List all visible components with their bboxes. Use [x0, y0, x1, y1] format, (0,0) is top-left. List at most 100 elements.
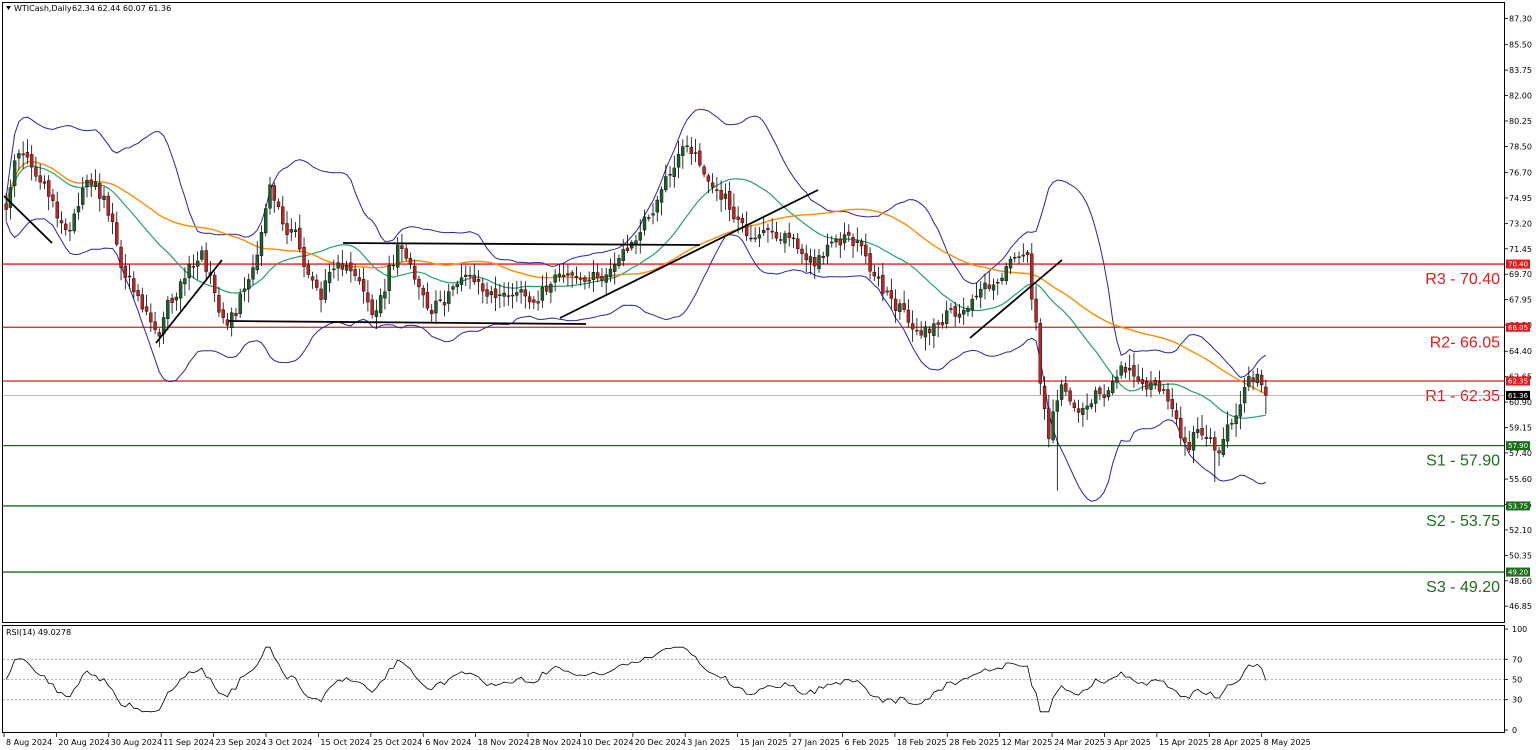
candle-body [1255, 373, 1260, 384]
candle-body [838, 238, 842, 246]
price-tag-bg [1506, 441, 1530, 451]
candle-body [357, 277, 362, 282]
trendline [559, 189, 819, 319]
time-tick-label: 18 Nov 2024 [478, 738, 529, 747]
candle-body [1076, 408, 1081, 413]
candle-body [1264, 386, 1268, 396]
candle-body [808, 256, 813, 263]
candle-body [761, 229, 766, 234]
candle-body [442, 302, 447, 306]
candle-body [115, 222, 119, 245]
candle-body [46, 180, 51, 197]
candle-body [817, 255, 821, 269]
candle-body [421, 287, 425, 296]
candle-body [408, 257, 413, 265]
candle-body [770, 230, 774, 233]
time-tick-label: 10 Dec 2024 [582, 738, 633, 747]
candle-body [144, 306, 149, 312]
candle-body [285, 223, 289, 235]
time-tick-label: 28 Apr 2025 [1211, 738, 1260, 747]
candle-body [255, 254, 259, 271]
candle-body [1047, 408, 1051, 439]
candle-body [723, 193, 728, 199]
price-panel-frame [2, 2, 1505, 623]
candle-body [298, 227, 302, 250]
candle-body [153, 321, 157, 331]
time-tick-label: 8 May 2025 [1264, 738, 1311, 747]
time-tick-label: 12 Mar 2025 [1002, 738, 1053, 747]
candle-body [383, 291, 387, 299]
candle-body [1021, 254, 1025, 257]
candle-body [327, 271, 332, 284]
level-label-r1: R1 - 62.35 [1425, 388, 1500, 405]
candle-body [813, 257, 817, 267]
price-tick-label: 57.40 [1509, 449, 1532, 458]
candle-body [276, 201, 281, 207]
candle-body [957, 313, 962, 318]
candle-body [1230, 423, 1234, 425]
candle-body [1102, 394, 1106, 399]
candle-body [549, 283, 553, 293]
candle-body [119, 246, 123, 268]
candle-body [1025, 252, 1030, 256]
rsi-tick-label: 70 [1512, 655, 1522, 664]
candle-body [110, 213, 115, 222]
candle-body [749, 237, 753, 240]
candle-body [166, 299, 170, 319]
candle-body [1200, 427, 1204, 436]
candle-body [536, 301, 540, 304]
candle-body [98, 183, 102, 199]
rsi-panel-frame [2, 625, 1505, 733]
price-tick-label: 82.00 [1509, 92, 1532, 101]
candle-body [366, 292, 370, 303]
candle-body [336, 262, 340, 269]
candle-body [29, 154, 34, 168]
candle-body [1085, 405, 1089, 410]
candle-body [825, 244, 830, 257]
candle-body [962, 309, 966, 315]
trendlines[interactable] [3, 189, 1063, 344]
candle-body [1217, 450, 1221, 454]
candle-body [1038, 323, 1042, 384]
level-label-s1: S1 - 57.90 [1426, 453, 1500, 470]
price-tick-label: 60.90 [1509, 398, 1532, 407]
candle-body [89, 179, 93, 186]
candle-body [587, 279, 591, 282]
collapse-triangle-icon[interactable] [6, 6, 11, 10]
time-tick-label: 3 Jan 2025 [687, 738, 730, 747]
price-tick-label: 71.45 [1509, 245, 1532, 254]
candle-body [187, 264, 191, 279]
symbol-label: WTICash,Daily [14, 4, 72, 13]
candle-body [685, 145, 689, 147]
candle-body [523, 289, 528, 297]
candle-body [498, 294, 502, 296]
candle-body [447, 291, 451, 304]
candle-body [1030, 253, 1034, 300]
time-tick-label: 6 Nov 2024 [425, 738, 471, 747]
candle-body [949, 308, 953, 310]
candle-body [591, 272, 596, 280]
price-tag-bg [1506, 501, 1530, 511]
candle-body [659, 189, 664, 203]
candle-body [1153, 380, 1157, 385]
price-tick-label: 46.85 [1509, 602, 1532, 611]
time-tick-label: 28 Nov 2024 [530, 738, 581, 747]
candle-body [51, 194, 55, 201]
candle-body [974, 295, 979, 298]
trendline [342, 242, 701, 246]
candle-body [1132, 365, 1136, 377]
candle-body [400, 245, 404, 249]
price-tag-bg [1506, 567, 1530, 577]
candle-body [740, 217, 745, 224]
candle-body [702, 166, 706, 175]
candle-body [234, 313, 238, 316]
candle-body [1072, 402, 1077, 408]
candle-body [68, 229, 72, 232]
candle-body [1059, 384, 1064, 400]
price-tick-label: 85.50 [1509, 41, 1532, 50]
candle-body [1136, 376, 1140, 382]
candle-body [251, 267, 255, 280]
